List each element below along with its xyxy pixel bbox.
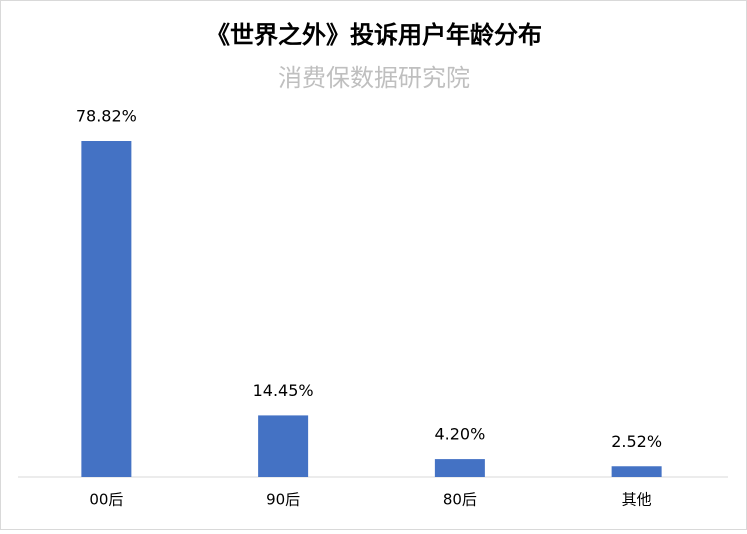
bar bbox=[258, 415, 309, 477]
value-label: 14.45% bbox=[253, 381, 314, 400]
x-tick-label: 90后 bbox=[266, 491, 300, 509]
x-tick-label: 其他 bbox=[622, 491, 652, 509]
bar bbox=[434, 459, 485, 477]
bar bbox=[611, 466, 662, 477]
x-tick-label: 80后 bbox=[443, 491, 477, 509]
chart-subtitle: 消费保数据研究院 bbox=[278, 64, 470, 92]
value-label: 4.20% bbox=[434, 425, 485, 444]
x-tick-label: 00后 bbox=[89, 491, 123, 509]
bar bbox=[81, 141, 132, 477]
value-label: 78.82% bbox=[76, 107, 137, 126]
chart-title: 《世界之外》投诉用户年龄分布 bbox=[206, 21, 542, 49]
value-label: 2.52% bbox=[611, 432, 662, 451]
